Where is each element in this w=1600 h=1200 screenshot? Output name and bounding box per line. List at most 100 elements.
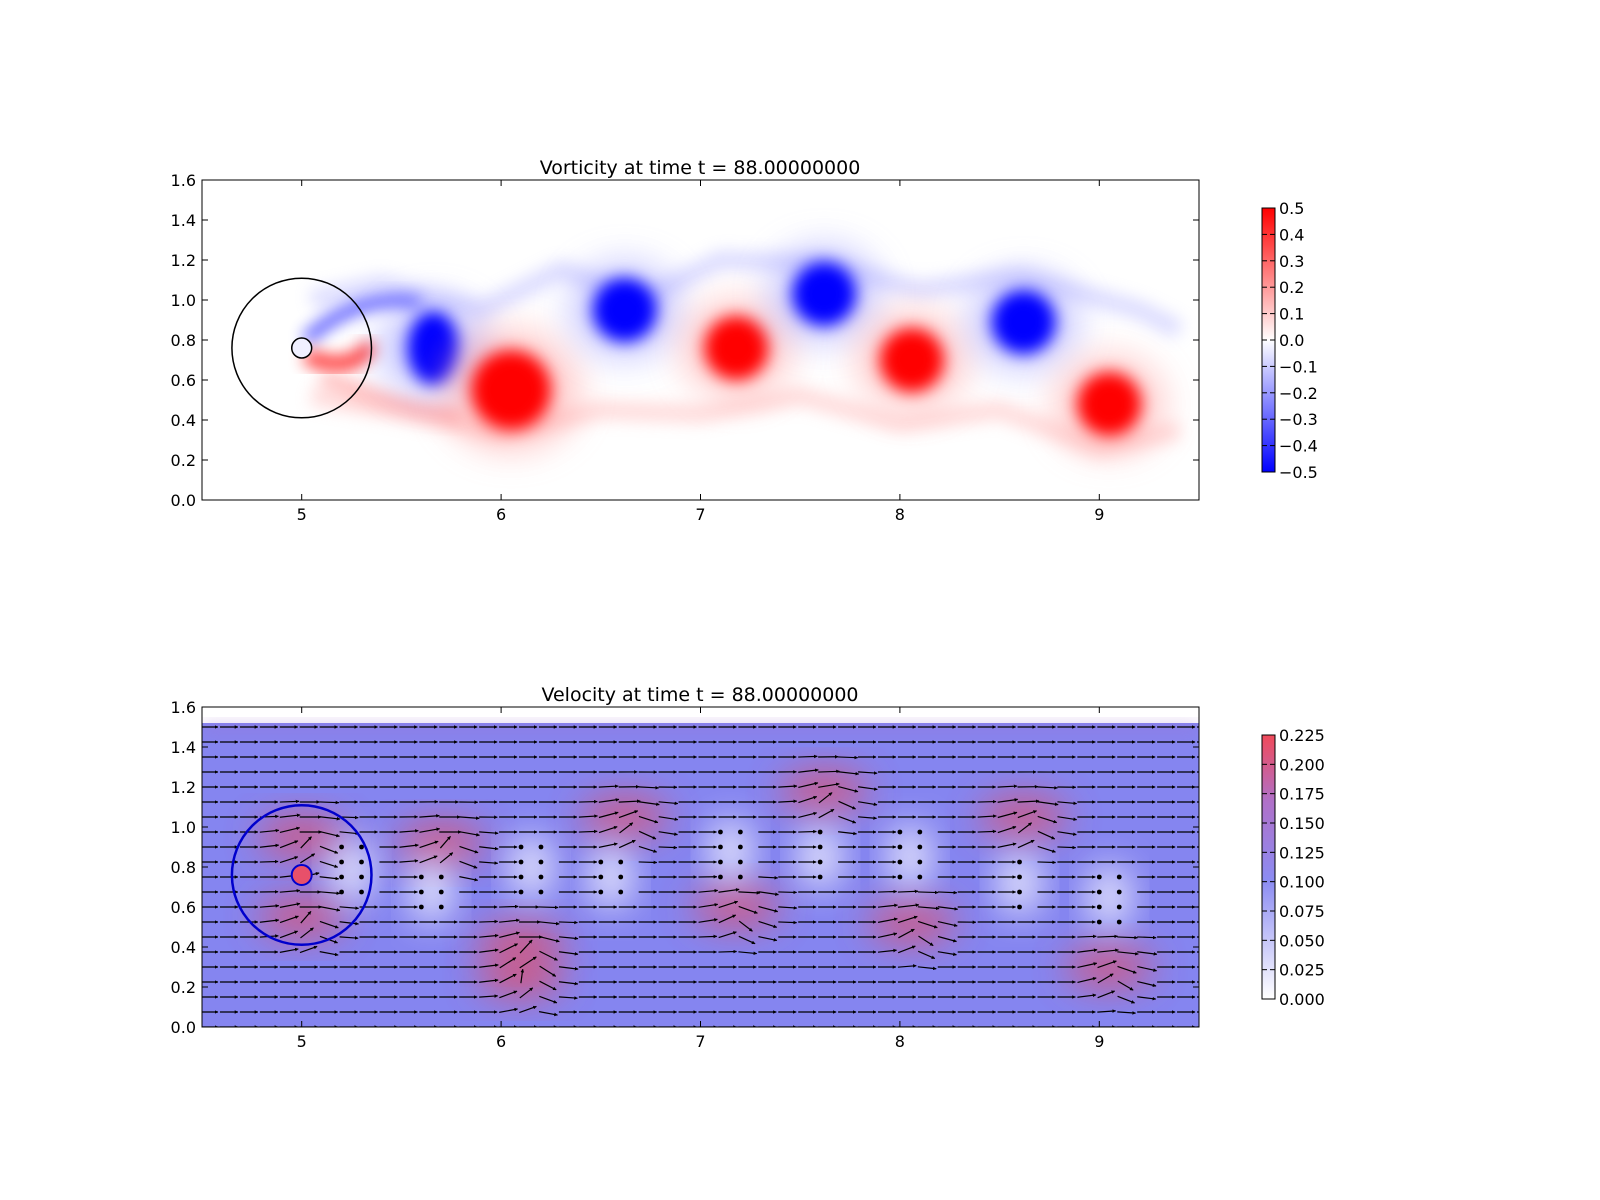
quiver-arrow [1117, 951, 1139, 956]
quiver-arrow [300, 853, 316, 864]
quiver-arrow [917, 890, 939, 895]
quiver-dot [518, 889, 524, 895]
quiver-dot [718, 859, 723, 865]
quiver-arrow [718, 949, 737, 954]
vorticity-title: Vorticity at time t = 88.00000000 [540, 157, 861, 179]
velocity-panel: Velocity at time t = 88.00000000 5 6 7 8 9 0.… [171, 684, 1325, 1051]
velocity-cb-label: 0.000 [1279, 990, 1325, 1009]
quiver-arrow [598, 811, 619, 819]
quiver-dot [737, 859, 743, 865]
quiver-arrow [439, 835, 451, 849]
velocity-xtick-label: 8 [895, 1032, 905, 1051]
quiver-dot [518, 859, 524, 865]
quiver-arrow [479, 846, 499, 851]
quiver-arrow [539, 965, 557, 977]
quiver-arrow [838, 800, 856, 810]
quiver-arrow [439, 852, 454, 864]
velocity-cb-label: 0.025 [1279, 961, 1325, 980]
quiver-arrow [977, 829, 997, 834]
cylinder [290, 337, 313, 359]
quiver-arrow [499, 943, 518, 954]
velocity-high-region [1065, 945, 1154, 989]
quiver-arrow [619, 822, 634, 834]
quiver-dot [339, 859, 344, 865]
velocity-low-region [889, 825, 930, 889]
quiver-arrow [1037, 830, 1056, 840]
vorticity-ytick-label: 1.6 [171, 171, 196, 190]
velocity-field [202, 723, 1199, 1027]
quiver-arrow [718, 931, 737, 939]
quiver-arrow [1057, 845, 1077, 850]
quiver-arrow [519, 956, 537, 969]
velocity-high-region [692, 885, 781, 929]
quiver-dot [538, 844, 544, 850]
quiver-arrow [279, 915, 299, 924]
quiver-arrow [798, 811, 818, 819]
quiver-arrow [798, 768, 819, 773]
quiver-arrow [499, 973, 517, 984]
quiver-arrow [897, 964, 917, 968]
velocity-axes: 5 6 7 8 9 0.0 0.2 0.4 0.6 0.8 1.0 1.2 1.4 1.6 [171, 698, 1199, 1051]
quiver-arrow [1117, 965, 1137, 974]
quiver-arrow [758, 920, 778, 929]
quiver-dot [718, 844, 723, 850]
quiver-dot [1017, 874, 1022, 880]
quiver-arrow [1137, 996, 1157, 1001]
quiver-arrow [499, 1007, 518, 1013]
quiver-arrow [838, 755, 859, 760]
vorticity-xtick-label: 8 [895, 505, 905, 524]
vorticity-cb-label: −0.5 [1279, 463, 1318, 482]
quiver-arrow [917, 950, 936, 960]
quiver-arrow [1037, 845, 1056, 853]
quiver-arrow [1097, 1009, 1117, 1013]
vorticity-cb-label: −0.1 [1279, 357, 1318, 376]
vortex-negative [991, 290, 1056, 354]
vorticity-colorbar-ticks: 0.5 0.4 0.3 0.2 0.1 0.0 −0.1 −0.2 −0.3 −0.4 −0.5 [1262, 199, 1318, 482]
quiver-arrow [658, 816, 679, 821]
quiver-arrow [698, 918, 718, 923]
quiver-arrow [977, 814, 997, 818]
vortex-negative [592, 278, 657, 342]
quiver-dot [737, 874, 743, 880]
quiver-arrow [1057, 816, 1078, 821]
quiver-arrow [857, 771, 878, 775]
quiver-arrow [319, 906, 341, 912]
domain-circle [230, 803, 373, 947]
velocity-high-region [257, 895, 346, 939]
quiver-arrow [419, 814, 440, 818]
quiver-arrow [539, 995, 558, 1004]
quiver-arrow [279, 840, 299, 849]
quiver-arrow [658, 801, 679, 806]
quiver-arrow [1117, 1011, 1136, 1015]
quiver-arrow [259, 904, 280, 908]
quiver-arrow [598, 825, 618, 834]
quiver-arrow [459, 876, 479, 882]
quiver-arrow [339, 906, 359, 910]
quiver-arrow [279, 947, 299, 953]
quiver-arrow [299, 945, 318, 954]
vorticity-axes: 5 6 7 8 9 0.0 0.2 0.4 0.6 0.8 1.0 1.2 1.4 1.6 [171, 171, 1199, 524]
quiver-dot [897, 874, 903, 880]
quiver-arrow [758, 875, 779, 880]
quiver-dot [817, 844, 823, 850]
quiver-arrow [499, 990, 518, 999]
quiver-arrow [399, 859, 419, 863]
velocity-high-region [397, 821, 486, 865]
quiver-arrow [758, 891, 779, 896]
quiver-arrow [1037, 815, 1058, 824]
quiver-arrow [1077, 976, 1097, 984]
quiver-arrow [279, 799, 300, 804]
quiver-arrow [798, 781, 819, 789]
quiver-arrow [778, 784, 798, 789]
vorticity-cb-label: 0.4 [1279, 225, 1304, 244]
quiver-dot [538, 889, 544, 895]
velocity-ytick-label: 1.6 [171, 698, 196, 717]
quiver-arrow [1137, 980, 1157, 988]
quiver-arrow [300, 927, 314, 939]
quiver-arrow [778, 920, 797, 925]
velocity-low-region [331, 839, 372, 903]
quiver-arrow [598, 784, 619, 789]
velocity-cb-label: 0.150 [1279, 814, 1325, 833]
velocity-ytick-label: 0.8 [171, 858, 196, 877]
shear-layer-red-tail [318, 368, 463, 424]
